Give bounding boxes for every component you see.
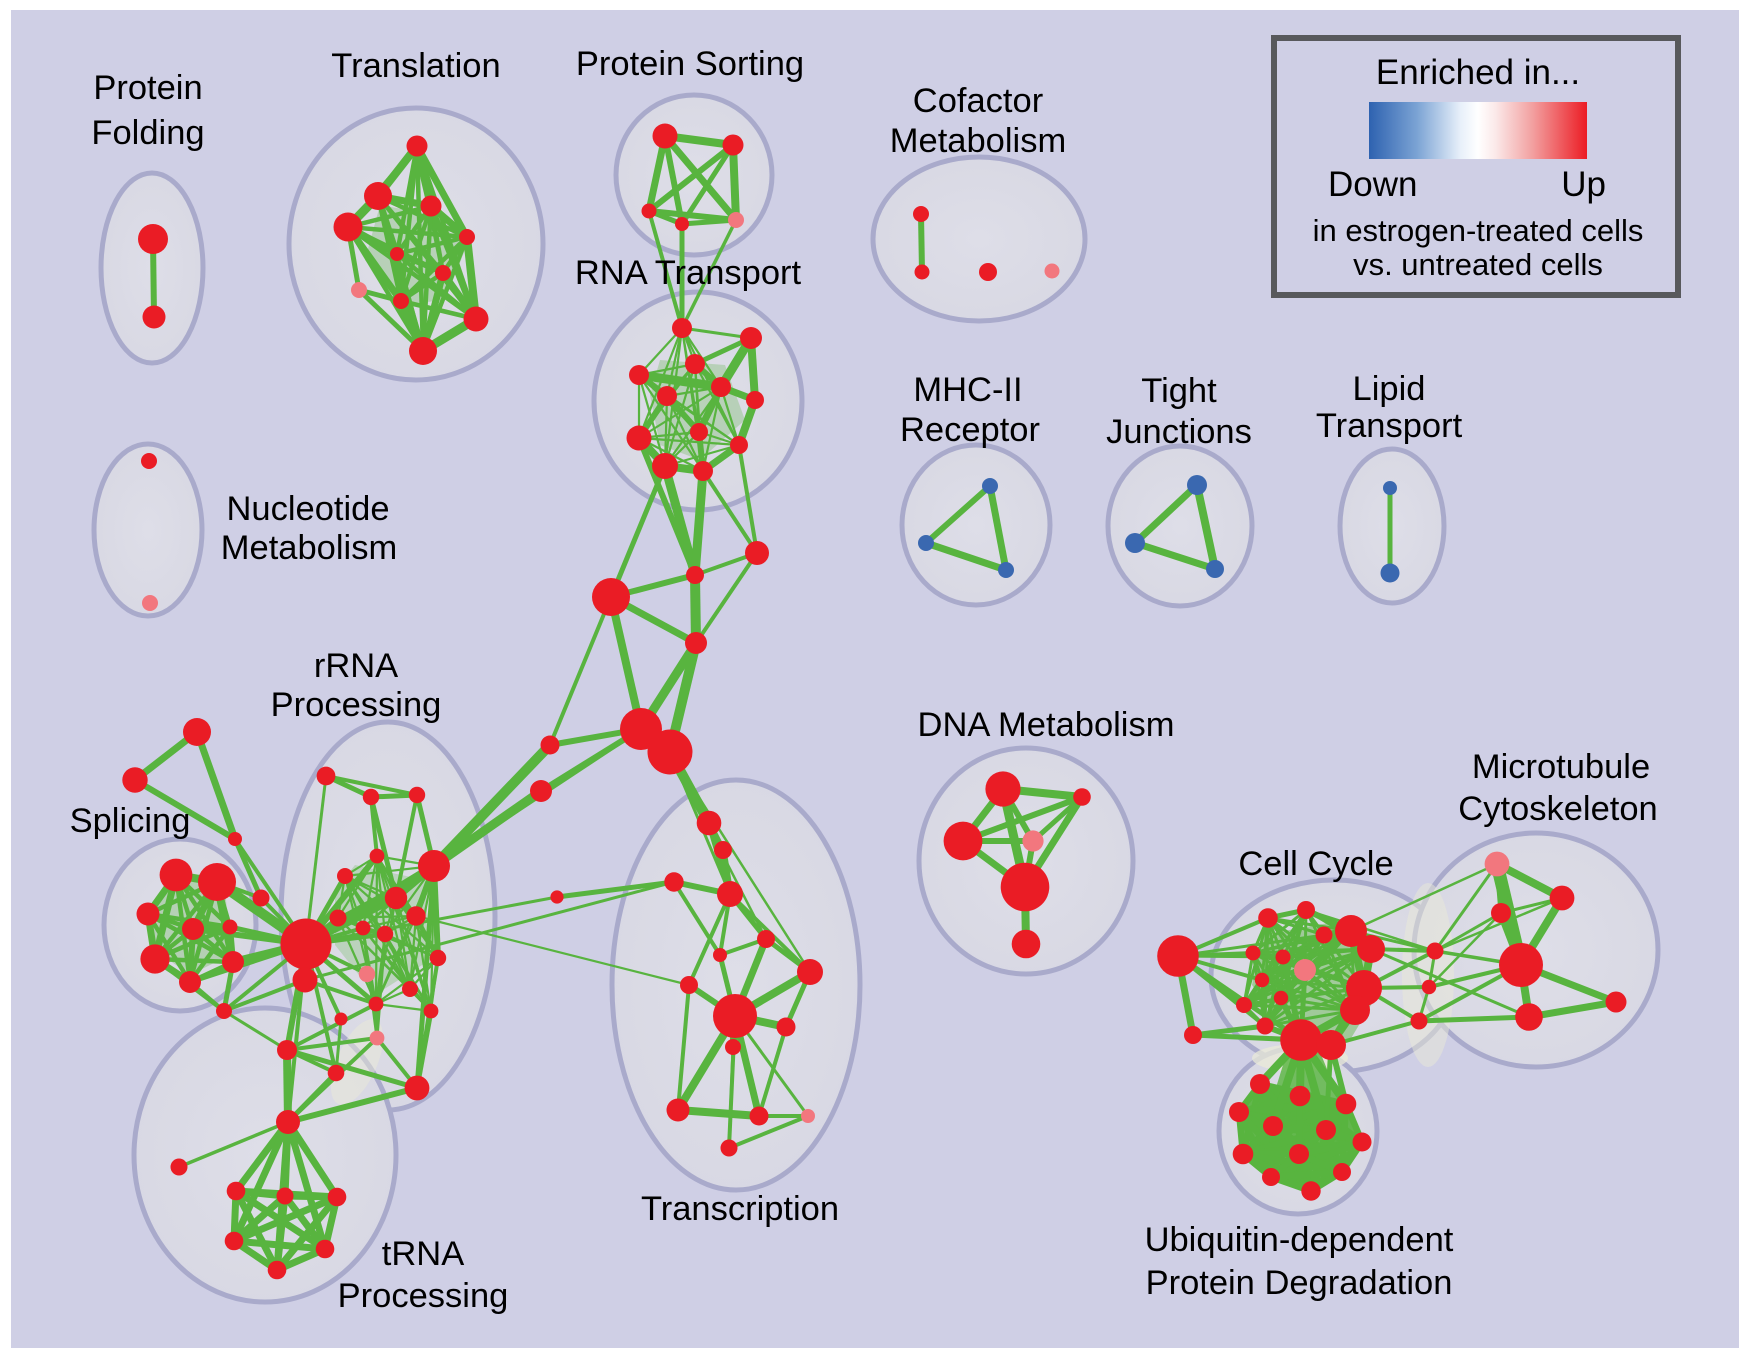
svg-text:Microtubule: Microtubule — [1472, 748, 1650, 786]
svg-text:Metabolism: Metabolism — [221, 529, 397, 567]
svg-text:Cofactor: Cofactor — [913, 82, 1043, 120]
svg-text:Protein Sorting: Protein Sorting — [576, 45, 804, 83]
svg-text:MHC-II: MHC-II — [913, 371, 1022, 409]
svg-text:Protein Degradation: Protein Degradation — [1146, 1264, 1453, 1302]
svg-text:Transcription: Transcription — [641, 1190, 839, 1228]
svg-text:tRNA: tRNA — [382, 1235, 464, 1273]
svg-text:Processing: Processing — [338, 1277, 509, 1315]
svg-text:Enriched in...: Enriched in... — [1376, 53, 1580, 92]
svg-text:RNA Transport: RNA Transport — [575, 254, 802, 292]
svg-text:DNA Metabolism: DNA Metabolism — [918, 706, 1175, 744]
svg-text:Cytoskeleton: Cytoskeleton — [1458, 790, 1657, 828]
svg-text:in estrogen-treated cells: in estrogen-treated cells — [1313, 213, 1644, 248]
svg-text:Transport: Transport — [1316, 407, 1463, 445]
svg-text:Protein: Protein — [93, 69, 202, 107]
svg-text:vs. untreated cells: vs. untreated cells — [1353, 247, 1603, 282]
svg-text:Tight: Tight — [1141, 372, 1217, 410]
svg-text:Down: Down — [1328, 165, 1417, 204]
svg-text:Translation: Translation — [331, 47, 500, 85]
svg-text:Splicing: Splicing — [70, 802, 191, 840]
svg-text:Ubiquitin-dependent: Ubiquitin-dependent — [1145, 1221, 1454, 1259]
svg-text:Folding: Folding — [91, 114, 204, 152]
svg-text:Cell Cycle: Cell Cycle — [1238, 845, 1393, 883]
svg-text:Nucleotide: Nucleotide — [226, 490, 389, 528]
svg-text:Processing: Processing — [271, 686, 442, 724]
svg-text:Junctions: Junctions — [1106, 413, 1252, 451]
svg-text:Up: Up — [1561, 165, 1606, 204]
svg-text:rRNA: rRNA — [314, 647, 398, 685]
svg-text:Metabolism: Metabolism — [890, 122, 1066, 160]
svg-text:Lipid: Lipid — [1353, 370, 1426, 408]
svg-text:Receptor: Receptor — [900, 411, 1040, 449]
